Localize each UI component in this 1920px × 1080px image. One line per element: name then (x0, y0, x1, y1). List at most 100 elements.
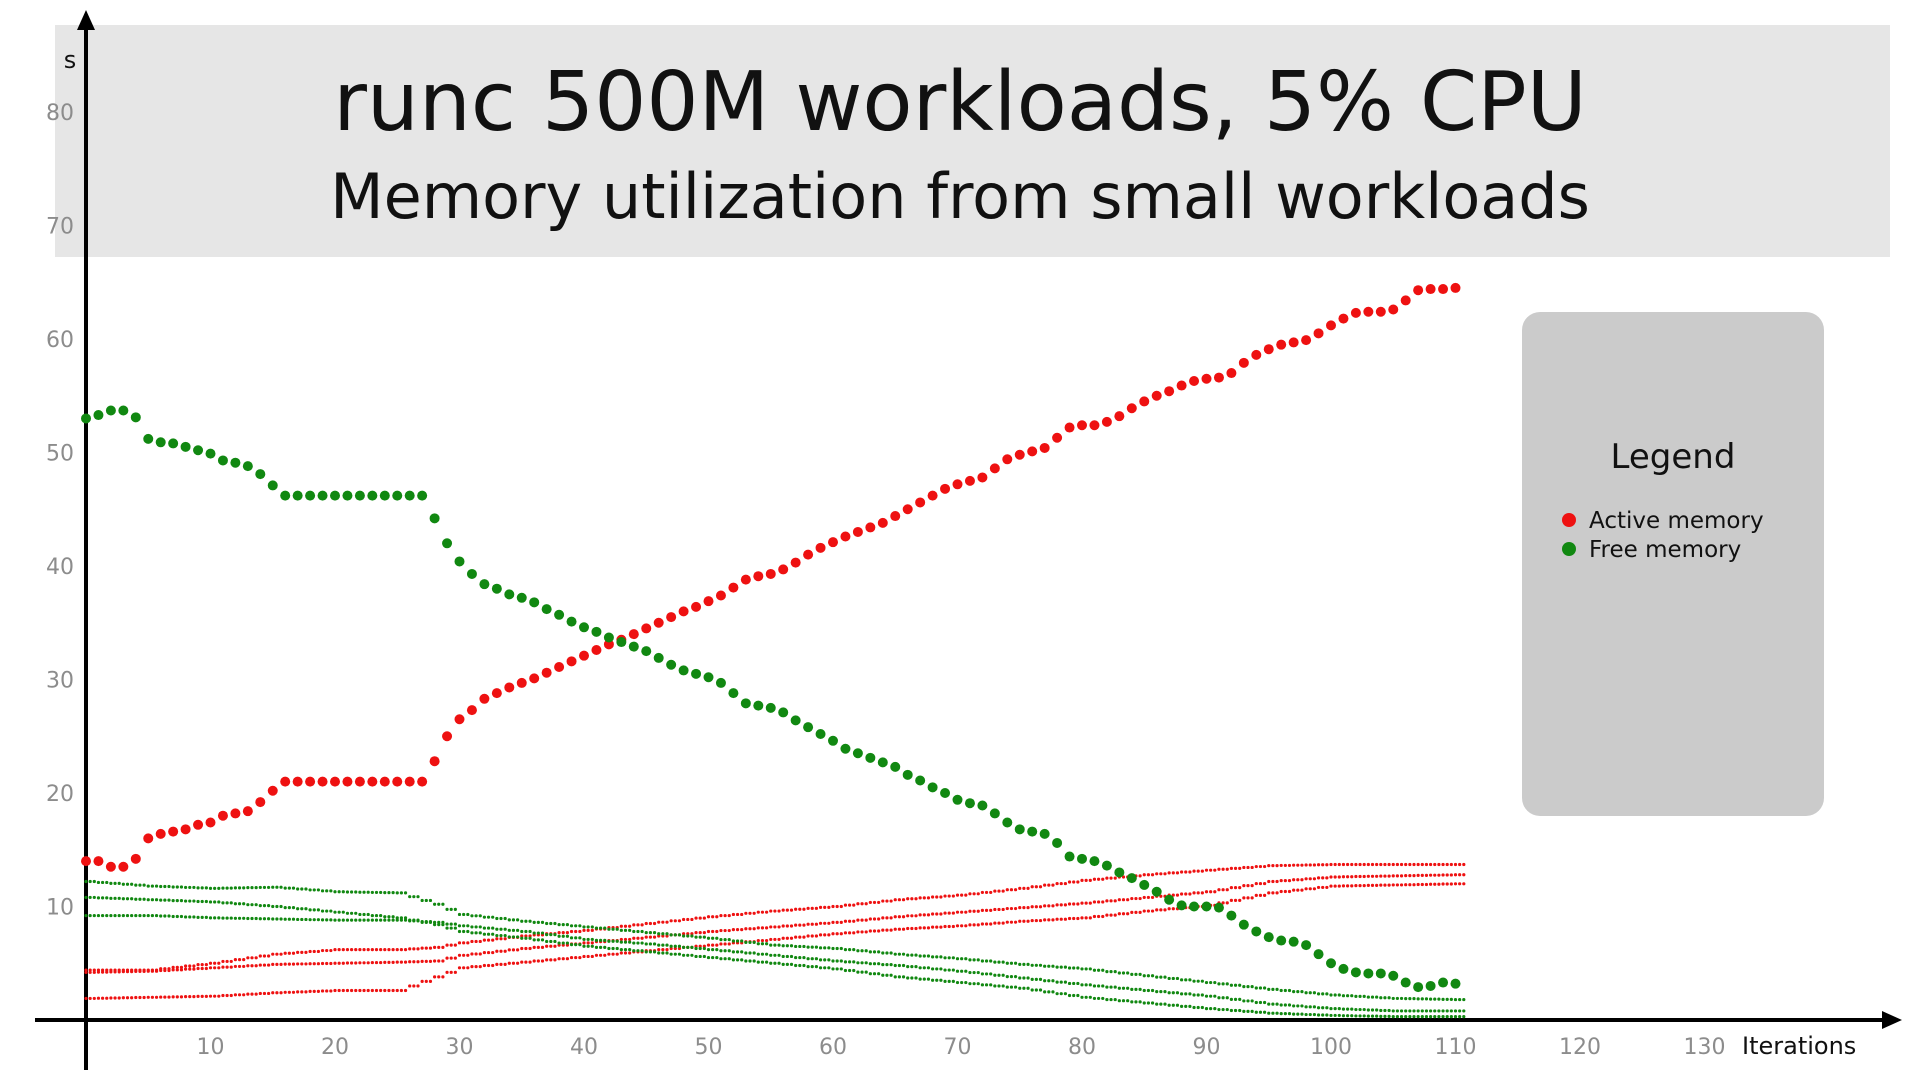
data-point-small (1412, 862, 1416, 867)
data-point-small (690, 934, 694, 938)
data-point-small (711, 943, 715, 947)
data-point-small (789, 936, 794, 940)
data-point-small (1366, 883, 1370, 887)
data-point-small (644, 942, 648, 946)
data-point-small (536, 945, 540, 949)
legend-label-free-memory: Free memory (1589, 537, 1741, 563)
data-point-small (1275, 864, 1279, 868)
data-point-small (279, 991, 283, 995)
data-point-small (312, 918, 316, 922)
data-point-small (1304, 991, 1308, 995)
data-point-small (383, 918, 387, 922)
data-point (404, 490, 415, 501)
data-point-small (839, 932, 843, 936)
data-point-small (233, 958, 237, 962)
data-point-small (1300, 990, 1304, 994)
data-point-small (1383, 883, 1387, 887)
data-point-small (644, 935, 648, 939)
data-point-small (889, 928, 893, 932)
data-point-small (1387, 996, 1391, 1000)
data-point-small (607, 939, 611, 943)
data-point (180, 441, 191, 452)
data-point-small (657, 943, 661, 947)
data-point-small (1229, 1008, 1233, 1013)
data-point-small (1350, 862, 1354, 867)
data-point-small (1366, 874, 1370, 878)
data-point-small (1184, 870, 1188, 874)
data-point-small (192, 899, 196, 903)
data-point-small (1229, 997, 1233, 1001)
data-point-small (706, 943, 711, 947)
data-point-small (1312, 1005, 1316, 1009)
data-point-small (208, 961, 213, 965)
data-point (242, 461, 253, 472)
data-point-small (1055, 992, 1059, 996)
data-point-small (1283, 863, 1287, 868)
data-point-small (993, 907, 997, 912)
data-point-small (748, 951, 752, 955)
data-point-small (955, 957, 960, 961)
data-point-small (1445, 882, 1449, 886)
data-point-small (1043, 964, 1047, 968)
data-point-small (1014, 975, 1018, 979)
data-point-small (416, 918, 420, 922)
background-series (84, 882, 1466, 1001)
legend: Legend Active memory Free memory (1522, 312, 1824, 816)
data-point-small (976, 892, 980, 896)
data-point (168, 438, 179, 449)
data-point-small (1420, 873, 1424, 878)
data-point-small (84, 970, 88, 974)
data-point (342, 776, 353, 787)
data-point-small (1379, 1014, 1383, 1018)
data-point-small (296, 887, 300, 891)
data-point-small (773, 909, 777, 913)
data-point-small (628, 948, 632, 952)
data-point-small (960, 893, 964, 897)
data-point-small (984, 908, 989, 912)
data-point-small (1067, 902, 1072, 906)
data-point-small (520, 946, 524, 951)
data-point-small (412, 947, 416, 951)
data-point (1226, 368, 1237, 379)
data-point (479, 693, 490, 704)
data-point (778, 707, 789, 718)
data-point-small (246, 916, 250, 921)
data-point-small (906, 897, 910, 901)
data-point-small (482, 938, 486, 942)
data-point-small (1072, 993, 1076, 998)
data-point-small (1246, 999, 1250, 1003)
data-point-small (291, 917, 296, 921)
data-point-small (1105, 876, 1109, 880)
data-point-small (1329, 1007, 1333, 1011)
data-point-small (715, 936, 719, 940)
data-point-small (1292, 888, 1296, 892)
data-point-small (333, 918, 337, 922)
data-point-small (623, 928, 628, 932)
data-point (1238, 919, 1249, 930)
data-point-small (316, 918, 320, 922)
data-point-small (1055, 903, 1059, 907)
data-point-small (1043, 883, 1047, 887)
data-point-small (1080, 995, 1084, 999)
data-point (1313, 328, 1324, 339)
data-point-small (980, 890, 985, 895)
data-point (579, 622, 589, 633)
data-point-small (453, 907, 457, 911)
data-point (317, 776, 328, 787)
data-point-small (196, 899, 200, 904)
data-point-small (196, 966, 200, 971)
data-point-small (906, 965, 910, 969)
data-point-small (96, 896, 101, 900)
data-point-small (208, 916, 213, 920)
data-point-small (557, 923, 561, 927)
data-point (205, 448, 216, 459)
data-point-small (1441, 1009, 1445, 1013)
data-point-small (993, 921, 997, 925)
data-point-small (192, 995, 196, 999)
data-point-small (167, 967, 171, 971)
data-point (392, 490, 403, 501)
data-point-small (1420, 882, 1424, 887)
data-point (927, 782, 938, 793)
data-point-small (337, 988, 341, 993)
data-point-small (997, 960, 1001, 964)
